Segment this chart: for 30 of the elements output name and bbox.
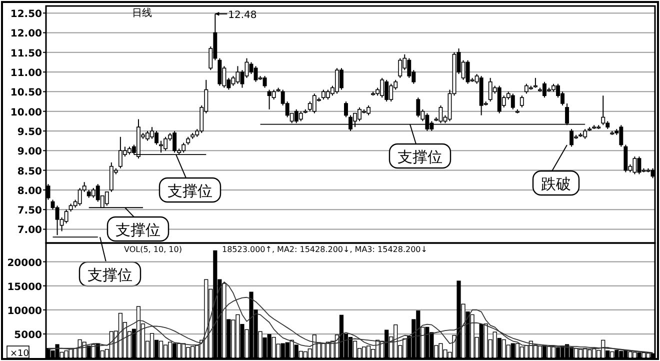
- y-tick-label: 15000: [7, 282, 42, 293]
- y-tick-label: 7.00: [17, 225, 42, 236]
- annotation: 支撑位: [168, 182, 212, 200]
- y-tick-label: 8.50: [17, 166, 42, 178]
- annotation: 支撑位: [116, 221, 160, 239]
- y-tick-label: 9.00: [17, 146, 42, 158]
- annotation: 18523.000↑, MA2: 15428.200↓, MA3: 15428.200↓: [222, 245, 428, 254]
- annotation: VOL(5, 10, 10): [124, 245, 182, 254]
- y-tick-label: 11.50: [10, 48, 42, 60]
- annotation: 支撑位: [398, 148, 442, 166]
- callout: 支撑位: [106, 207, 170, 242]
- y-tick-label: 8.00: [17, 186, 42, 197]
- y-tick-label: 12.50: [10, 9, 42, 20]
- annotation: 跌破: [541, 175, 571, 193]
- y-tick-label: 10000: [7, 306, 42, 317]
- y-tick-label: 5000: [14, 330, 42, 341]
- y-tick-label: 20000: [7, 258, 42, 269]
- y-tick-label: 9.50: [17, 126, 42, 138]
- chart-title: 日线: [132, 7, 152, 19]
- callout: 支撑位: [388, 124, 452, 169]
- annotation: 支撑位: [88, 266, 132, 284]
- text: ×10: [10, 349, 30, 359]
- y-tick-label: 7.50: [17, 206, 42, 217]
- y-tick-label: 11.00: [10, 68, 42, 80]
- callout: 支撑位: [158, 154, 222, 203]
- y-tick-label: 12.00: [10, 28, 42, 40]
- callout: 跌破: [532, 144, 580, 196]
- y-tick-label: 10.50: [10, 88, 42, 99]
- annotation: 12.48: [228, 10, 257, 21]
- y-tick-label: 10.00: [10, 107, 42, 118]
